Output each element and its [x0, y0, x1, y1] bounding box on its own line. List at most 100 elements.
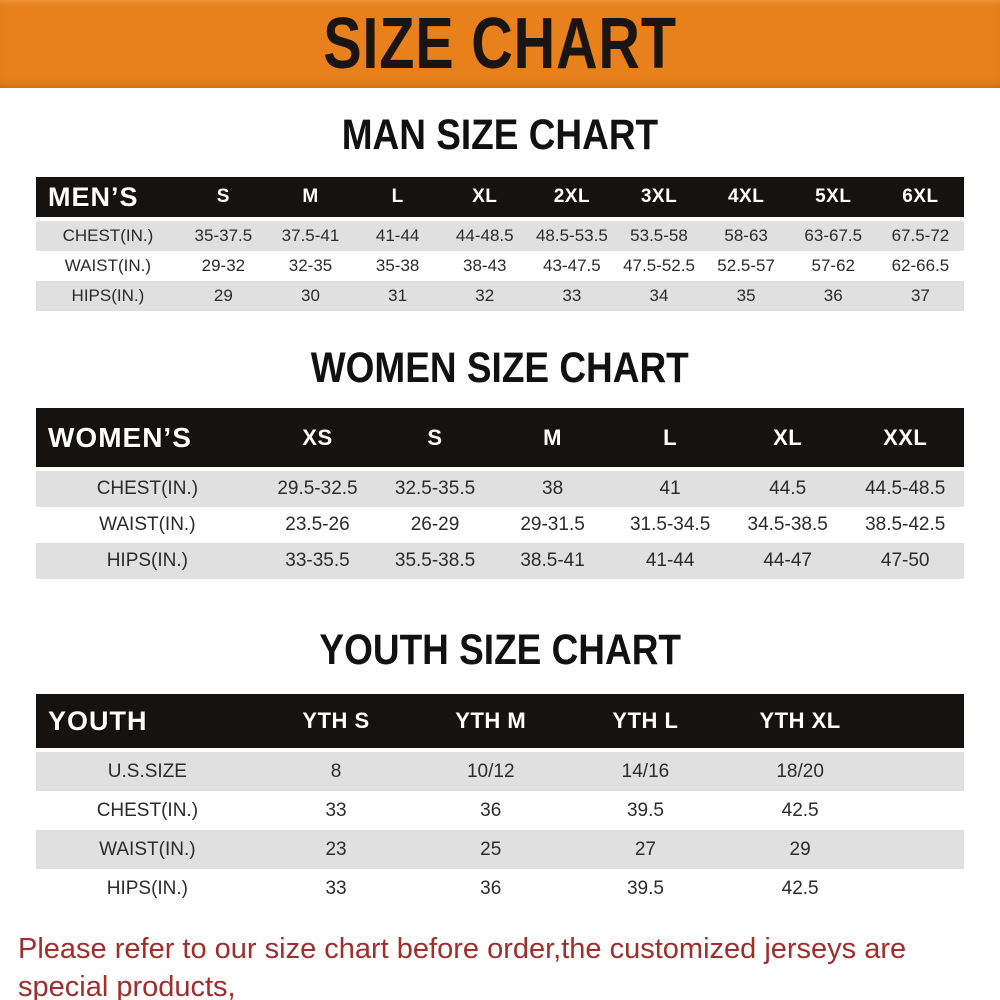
table-cell: 23 — [258, 830, 414, 869]
row-label-cell: CHEST(IN.) — [36, 219, 180, 251]
size-header-cell: YTH S — [258, 694, 414, 752]
table-cell: 8 — [258, 750, 414, 791]
youth-chest-row: CHEST(IN.) 33 36 39.5 42.5 — [36, 791, 964, 830]
size-header-cell: XXL — [846, 408, 964, 471]
row-label-cell: WAIST(IN.) — [36, 830, 259, 869]
table-cell: 10/12 — [413, 750, 569, 791]
youth-waist-row: WAIST(IN.) 23 25 27 29 — [36, 830, 964, 869]
men-size-table: MEN’S S M L XL 2XL 3XL 4XL 5XL 6XL CHEST… — [36, 177, 964, 311]
table-cell: 32-35 — [288, 256, 333, 275]
table-cell: 25 — [413, 830, 569, 869]
table-cell: 35.5-38.5 — [376, 543, 494, 579]
table-cell: 67.5-72 — [876, 219, 964, 251]
spacer-cell — [877, 694, 964, 752]
men-waist-row: WAIST(IN.) 29-32 32-35 35-38 38-43 43-47… — [36, 251, 964, 281]
size-header-cell: M — [266, 177, 355, 221]
table-cell: 31.5-34.5 — [629, 514, 711, 535]
row-label-cell: CHEST(IN.) — [36, 469, 259, 507]
size-header-cell: 5XL — [789, 177, 877, 221]
table-cell: 32 — [441, 281, 529, 311]
size-header-cell: XS — [258, 408, 377, 471]
table-cell: 47-50 — [846, 543, 964, 579]
table-cell: 44.5-48.5 — [846, 469, 964, 507]
men-table-header-row: MEN’S S M L XL 2XL 3XL 4XL 5XL 6XL — [36, 177, 964, 221]
women-heading-wrap: WOMEN SIZE CHART — [0, 347, 1000, 390]
table-cell: 43-47.5 — [543, 256, 601, 275]
order-disclaimer: Please refer to our size chart before or… — [18, 930, 986, 1000]
size-header-cell: YTH L — [568, 694, 723, 752]
youth-size-chart-heading: YOUTH SIZE CHART — [319, 626, 681, 674]
table-cell: 41-44 — [611, 543, 729, 579]
disclaimer-line-1: Please refer to our size chart before or… — [18, 933, 907, 1000]
size-chart-banner: SIZE CHART — [0, 0, 1000, 88]
table-cell: 29-32 — [201, 256, 246, 275]
women-size-table: WOMEN’S XS S M L XL XXL CHEST(IN.) 29.5-… — [36, 408, 964, 579]
women-table-header-row: WOMEN’S XS S M L XL XXL — [36, 408, 964, 471]
women-size-chart-section: WOMEN SIZE CHART WOMEN’S XS S M L XL XXL — [0, 347, 1000, 579]
size-header-cell: 4XL — [702, 177, 790, 221]
table-cell: 18/20 — [722, 750, 878, 791]
man-size-chart-section: MAN SIZE CHART MEN’S S M L XL 2XL 3XL 4X… — [0, 114, 1000, 311]
men-table-label: MEN’S — [36, 177, 180, 221]
table-cell: 27 — [568, 830, 723, 869]
table-cell: 41 — [611, 469, 729, 507]
table-cell: 32.5-35.5 — [376, 469, 494, 507]
table-cell: 29.5-32.5 — [258, 469, 377, 507]
table-cell: 29 — [722, 830, 878, 869]
table-cell: 33 — [325, 877, 347, 899]
row-label-cell: WAIST(IN.) — [99, 514, 196, 535]
table-cell: 44-47 — [728, 543, 847, 579]
size-header-cell: 6XL — [876, 177, 964, 221]
table-cell: 57-62 — [811, 256, 855, 275]
table-cell: 34.5-38.5 — [747, 514, 828, 535]
women-size-chart-heading: WOMEN SIZE CHART — [310, 344, 689, 392]
table-cell: 42.5 — [781, 799, 819, 821]
table-cell: 33 — [528, 281, 616, 311]
table-cell: 36 — [480, 877, 502, 899]
table-cell: 36 — [789, 281, 877, 311]
table-cell: 39.5 — [626, 799, 664, 821]
size-header-cell: 3XL — [615, 177, 703, 221]
men-chest-row: CHEST(IN.) 35-37.5 37.5-41 41-44 44-48.5… — [36, 219, 964, 251]
table-cell: 38 — [493, 469, 612, 507]
table-cell: 29-31.5 — [520, 514, 585, 535]
row-label-cell: HIPS(IN.) — [106, 877, 188, 899]
row-label-cell: U.S.SIZE — [36, 750, 259, 791]
table-cell: 47.5-52.5 — [623, 256, 695, 275]
table-cell: 37.5-41 — [266, 219, 355, 251]
table-cell: 44-48.5 — [441, 219, 529, 251]
spacer-cell — [877, 869, 964, 908]
size-header-cell: XL — [441, 177, 529, 221]
youth-table-label: YOUTH — [36, 694, 259, 752]
row-label-cell: HIPS(IN.) — [36, 543, 259, 579]
row-label-cell: CHEST(IN.) — [96, 799, 199, 821]
women-table-label: WOMEN’S — [36, 408, 259, 471]
table-cell: 52.5-57 — [717, 256, 775, 275]
women-hips-row: HIPS(IN.) 33-35.5 35.5-38.5 38.5-41 41-4… — [36, 543, 964, 579]
table-cell: 58-63 — [702, 219, 790, 251]
men-hips-row: HIPS(IN.) 29 30 31 32 33 34 35 36 37 — [36, 281, 964, 311]
table-cell: 35-38 — [375, 256, 420, 275]
table-cell: 39.5 — [626, 877, 664, 899]
youth-size-table: YOUTH YTH S YTH M YTH L YTH XL U.S.SIZE … — [36, 694, 964, 908]
table-cell: 44.5 — [728, 469, 847, 507]
table-cell: 37 — [876, 281, 964, 311]
size-header-cell: YTH M — [413, 694, 569, 752]
table-cell: 48.5-53.5 — [528, 219, 616, 251]
man-heading-wrap: MAN SIZE CHART — [0, 114, 1000, 157]
size-header-cell: L — [611, 408, 729, 471]
women-waist-row: WAIST(IN.) 23.5-26 26-29 29-31.5 31.5-34… — [36, 507, 964, 543]
table-cell: 62-66.5 — [891, 256, 950, 275]
youth-ussize-row: U.S.SIZE 8 10/12 14/16 18/20 — [36, 750, 964, 791]
youth-table-header-row: YOUTH YTH S YTH M YTH L YTH XL — [36, 694, 964, 752]
table-cell: 34 — [615, 281, 703, 311]
spacer-cell — [877, 750, 964, 791]
size-header-cell: M — [493, 408, 612, 471]
table-cell: 30 — [266, 281, 355, 311]
table-cell: 33 — [325, 799, 347, 821]
table-cell: 31 — [354, 281, 442, 311]
spacer-cell — [877, 830, 964, 869]
banner-title: SIZE CHART — [323, 4, 677, 84]
table-cell: 35-37.5 — [179, 219, 267, 251]
